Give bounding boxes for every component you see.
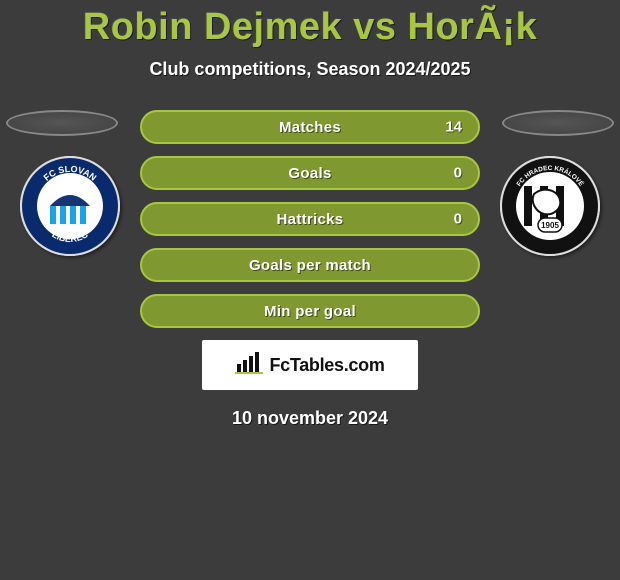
club-crest-left-icon: FC SLOVAN LIBEREC bbox=[20, 156, 120, 256]
right-ellipse bbox=[502, 110, 614, 136]
content-area: FC SLOVAN LIBEREC bbox=[0, 110, 620, 429]
stat-pills: Matches 14 Goals 0 Hattricks 0 Goals per… bbox=[140, 110, 480, 328]
pill-label: Goals per match bbox=[249, 257, 371, 274]
pill-value: 0 bbox=[454, 211, 462, 228]
pill-label: Hattricks bbox=[277, 211, 344, 228]
brand-box[interactable]: FcTables.com bbox=[202, 340, 418, 390]
pill-matches: Matches 14 bbox=[140, 110, 480, 144]
brand-text: FcTables.com bbox=[269, 355, 384, 376]
pill-min-per-goal: Min per goal bbox=[140, 294, 480, 328]
svg-text:1905: 1905 bbox=[541, 221, 559, 230]
club-crest-right-icon: FC HRADEC KRÁLOVÉ 1905 bbox=[500, 156, 600, 256]
page-subtitle: Club competitions, Season 2024/2025 bbox=[0, 59, 620, 80]
date-text: 10 november 2024 bbox=[0, 408, 620, 429]
pill-value: 14 bbox=[445, 119, 462, 136]
pill-hattricks: Hattricks 0 bbox=[140, 202, 480, 236]
page-title: Robin Dejmek vs HorÃ¡k bbox=[0, 0, 620, 49]
page-root: Robin Dejmek vs HorÃ¡k Club competitions… bbox=[0, 0, 620, 580]
pill-goals-per-match: Goals per match bbox=[140, 248, 480, 282]
club-badge-right: FC HRADEC KRÁLOVÉ 1905 bbox=[500, 156, 600, 256]
bar-chart-icon bbox=[235, 352, 263, 379]
pill-goals: Goals 0 bbox=[140, 156, 480, 190]
left-ellipse bbox=[6, 110, 118, 136]
pill-label: Min per goal bbox=[264, 303, 356, 320]
pill-label: Matches bbox=[279, 119, 341, 136]
pill-label: Goals bbox=[288, 165, 331, 182]
pill-value: 0 bbox=[454, 165, 462, 182]
club-badge-left: FC SLOVAN LIBEREC bbox=[20, 156, 120, 256]
